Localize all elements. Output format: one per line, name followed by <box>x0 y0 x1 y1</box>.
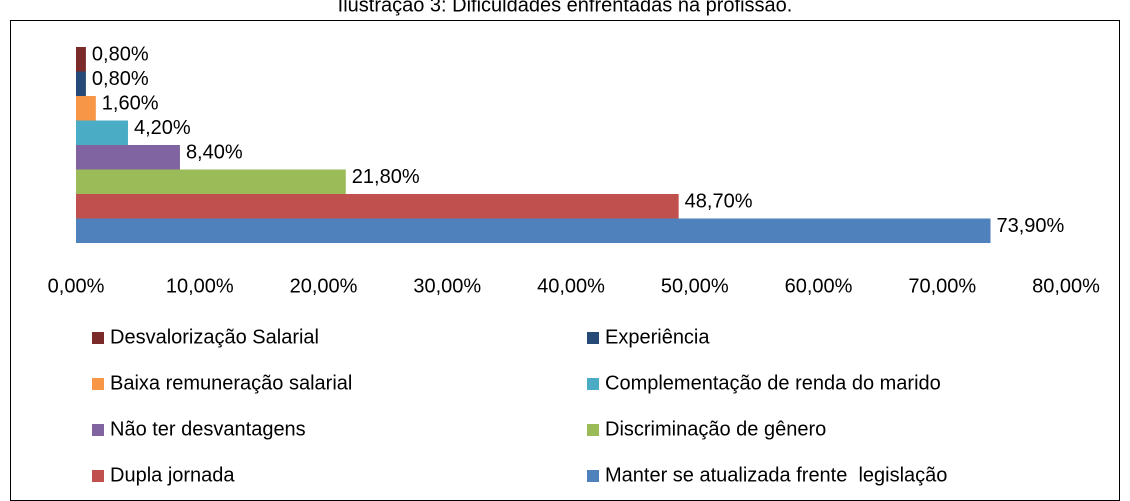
value-label: 1,60% <box>102 93 159 115</box>
legend-label: Discriminação de gênero <box>605 418 826 440</box>
value-label: 8,40% <box>186 142 243 164</box>
value-label: 4,20% <box>134 117 191 139</box>
bar <box>76 120 128 145</box>
chart-title: Ilustração 3: Dificuldades enfrentadas n… <box>338 0 793 16</box>
legend-swatch <box>92 424 104 436</box>
x-tick-label: 70,00% <box>908 275 976 297</box>
bar <box>76 218 991 243</box>
x-tick-label: 10,00% <box>166 275 234 297</box>
x-tick-label: 20,00% <box>290 275 358 297</box>
legend-label: Experiência <box>605 326 710 348</box>
x-tick-label: 60,00% <box>785 275 853 297</box>
bar <box>76 96 96 121</box>
legend-label: Complementação de renda do marido <box>605 372 941 394</box>
legend-label: Manter se atualizada frente legislação <box>605 464 947 486</box>
legend-swatch <box>587 424 599 436</box>
value-label: 0,80% <box>92 44 149 66</box>
legend-label: Não ter desvantagens <box>110 418 306 440</box>
legend-label: Baixa remuneração salarial <box>110 372 352 394</box>
chart-frame <box>10 20 1120 501</box>
legend-swatch <box>92 332 104 344</box>
legend-swatch <box>92 470 104 482</box>
legend-swatch <box>92 378 104 390</box>
bar <box>76 47 86 72</box>
value-label: 73,90% <box>997 215 1065 237</box>
x-tick-label: 50,00% <box>661 275 729 297</box>
x-tick-label: 30,00% <box>413 275 481 297</box>
legend-label: Desvalorização Salarial <box>110 326 319 348</box>
x-tick-label: 80,00% <box>1032 275 1100 297</box>
value-label: 48,70% <box>685 191 753 213</box>
legend-swatch <box>587 378 599 390</box>
legend-swatch <box>587 470 599 482</box>
legend-swatch <box>587 332 599 344</box>
bar <box>76 145 180 170</box>
x-tick-label: 0,00% <box>48 275 105 297</box>
legend-label: Dupla jornada <box>110 464 235 486</box>
bar <box>76 169 346 194</box>
bar <box>76 194 679 219</box>
value-label: 21,80% <box>352 166 420 188</box>
bar <box>76 71 86 96</box>
x-tick-label: 40,00% <box>537 275 605 297</box>
value-label: 0,80% <box>92 68 149 90</box>
